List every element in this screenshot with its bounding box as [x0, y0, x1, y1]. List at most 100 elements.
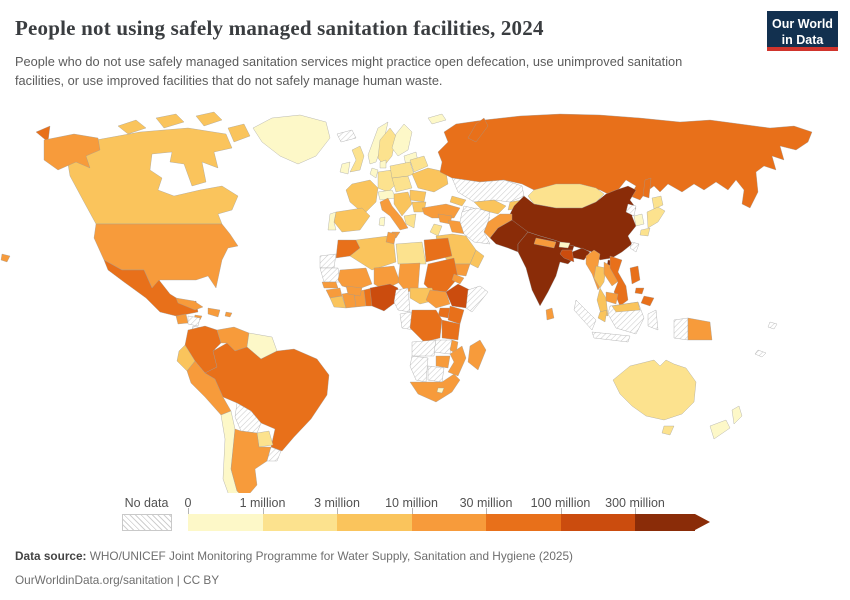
country-vietnam[interactable] [609, 255, 629, 307]
country-uganda[interactable] [437, 307, 451, 319]
country-sri-lanka[interactable] [545, 307, 555, 321]
country-philippines-visayas[interactable] [634, 287, 645, 295]
country-france[interactable] [345, 179, 379, 215]
country-somalia[interactable] [465, 285, 489, 313]
country-taiwan[interactable] [629, 241, 640, 253]
country-madagascar[interactable] [467, 339, 487, 371]
country-tanzania[interactable] [441, 319, 461, 341]
country-iceland[interactable] [336, 129, 357, 143]
country-usa-hawaii[interactable] [0, 253, 11, 263]
country-japan-hokkaido[interactable] [651, 195, 664, 210]
country-united-kingdom[interactable] [349, 145, 365, 173]
country-burkina-faso[interactable] [345, 285, 363, 297]
country-sweden[interactable] [377, 127, 397, 167]
country-honduras[interactable] [187, 315, 201, 327]
country-mauritania[interactable] [319, 267, 341, 283]
country-malaysia-borneo[interactable] [611, 301, 641, 313]
country-indonesia-sulawesi[interactable] [647, 309, 659, 331]
country-sudan[interactable] [423, 257, 459, 293]
country-argentina[interactable] [230, 428, 272, 493]
country-canada[interactable] [65, 127, 239, 225]
country-paraguay[interactable] [256, 430, 274, 448]
country-russia[interactable] [437, 113, 813, 209]
country-australia-tasmania[interactable] [661, 425, 675, 436]
country-eritrea[interactable] [451, 273, 465, 285]
country-cambodia[interactable] [605, 291, 619, 305]
country-czechia-hungary[interactable] [391, 175, 413, 193]
license-link[interactable]: OurWorldinData.org/sanitation | CC BY [15, 573, 220, 588]
country-western-sahara[interactable] [319, 253, 337, 269]
country-nepal[interactable] [533, 237, 557, 249]
legend-bin-swatch-6[interactable] [635, 514, 695, 531]
country-usa[interactable] [93, 223, 239, 289]
country-russia-chukotka[interactable] [35, 125, 51, 143]
country-ukraine[interactable] [411, 167, 449, 193]
country-south-sudan[interactable] [425, 289, 451, 309]
country-ireland[interactable] [339, 161, 351, 175]
owid-logo[interactable]: Our World in Data [767, 11, 838, 51]
country-kenya[interactable] [447, 305, 465, 325]
country-new-caledonia[interactable] [754, 349, 767, 358]
country-uzbekistan[interactable] [473, 199, 507, 215]
country-egypt[interactable] [423, 237, 453, 263]
country-indonesia-java[interactable] [591, 331, 631, 343]
country-mozambique[interactable] [447, 345, 467, 377]
country-senegal[interactable] [321, 281, 339, 289]
country-nigeria[interactable] [369, 283, 399, 312]
country-turkey[interactable] [421, 203, 461, 219]
country-iran[interactable] [459, 207, 491, 245]
legend-no-data-swatch[interactable] [122, 514, 172, 531]
country-cuba[interactable] [175, 297, 204, 311]
country-papua-new-guinea[interactable] [687, 317, 713, 341]
country-canada-baffin[interactable] [227, 123, 251, 143]
country-japan-kyushu[interactable] [639, 227, 651, 237]
country-svalbard[interactable] [427, 113, 447, 125]
country-canada-arctic-2[interactable] [155, 113, 185, 129]
country-zambia[interactable] [433, 339, 453, 355]
country-bhutan[interactable] [558, 241, 571, 249]
legend-bin-swatch-3[interactable] [411, 514, 486, 531]
country-south-africa[interactable] [409, 373, 461, 403]
country-benelux[interactable] [369, 167, 379, 179]
country-belarus[interactable] [409, 155, 429, 173]
country-zimbabwe[interactable] [435, 355, 451, 369]
country-namibia[interactable] [409, 355, 429, 383]
country-usa-alaska[interactable] [43, 133, 101, 171]
legend-bin-swatch-5[interactable] [560, 514, 635, 531]
country-finland[interactable] [391, 123, 413, 157]
country-lesotho[interactable] [436, 387, 445, 394]
country-thailand[interactable] [593, 265, 609, 317]
country-sardinia[interactable] [378, 216, 386, 227]
country-new-zealand-north[interactable] [731, 405, 743, 425]
country-fiji[interactable] [767, 321, 778, 330]
legend-bin-swatch-4[interactable] [486, 514, 561, 531]
country-russia-novaya-zemlya[interactable] [467, 117, 489, 143]
country-botswana[interactable] [427, 365, 445, 383]
country-indonesia-sumatra[interactable] [573, 299, 597, 331]
country-dr-congo[interactable] [409, 309, 443, 343]
country-tunisia[interactable] [385, 231, 397, 245]
country-guatemala[interactable] [175, 313, 189, 325]
country-new-zealand-south[interactable] [709, 419, 731, 440]
country-poland[interactable] [389, 161, 415, 179]
country-japan-honshu[interactable] [646, 206, 666, 229]
legend-bin-swatch-0[interactable] [188, 514, 263, 531]
country-kazakhstan[interactable] [451, 177, 525, 203]
country-jordan-israel[interactable] [429, 223, 443, 237]
country-caucasus[interactable] [449, 195, 467, 207]
country-mali[interactable] [337, 267, 373, 291]
country-canada-arctic-1[interactable] [117, 119, 147, 135]
country-south-korea[interactable] [633, 213, 645, 227]
country-canada-arctic-3[interactable] [195, 111, 223, 127]
country-portugal[interactable] [327, 211, 337, 231]
country-greenland[interactable] [252, 114, 331, 165]
country-romania[interactable] [409, 189, 427, 203]
country-cameroon[interactable] [393, 287, 411, 313]
country-chile[interactable] [220, 410, 249, 493]
country-hispaniola[interactable] [207, 307, 221, 318]
country-australia[interactable] [612, 359, 697, 421]
country-russia-sakhalin[interactable] [642, 177, 652, 199]
country-philippines-luzon[interactable] [629, 265, 641, 285]
country-uruguay[interactable] [266, 446, 282, 462]
country-philippines-mindanao[interactable] [640, 295, 655, 307]
